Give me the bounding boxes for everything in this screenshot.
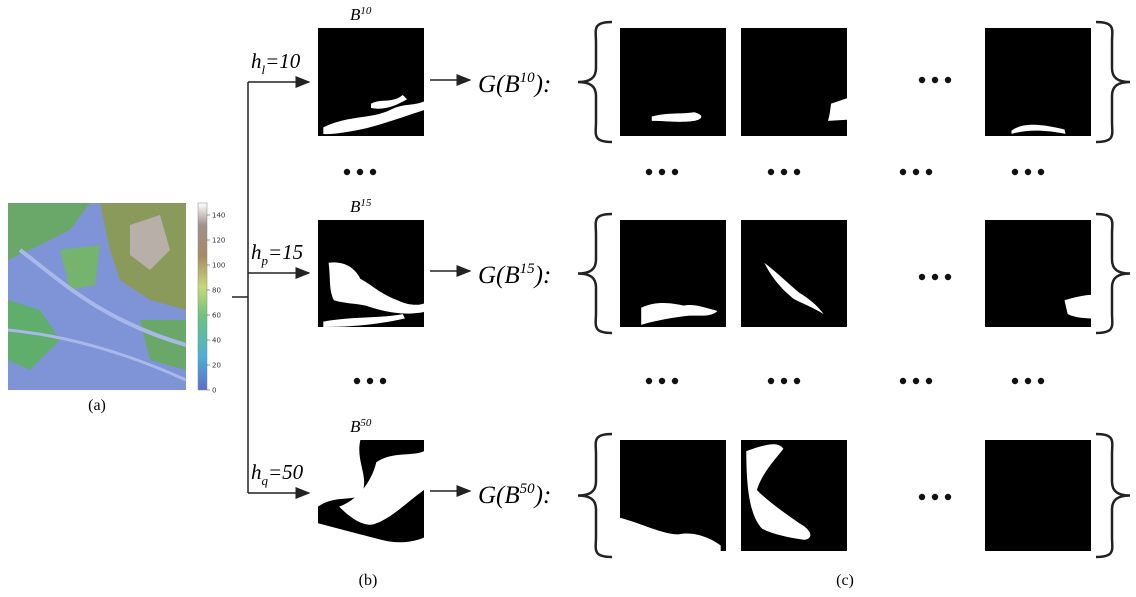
dot — [672, 169, 678, 175]
label-base: G(B — [478, 262, 520, 289]
label-rest: ): — [533, 482, 552, 509]
dot — [768, 169, 774, 175]
label-base: B — [350, 5, 361, 24]
dot — [926, 169, 932, 175]
label-base: B — [350, 417, 361, 436]
binary-image — [741, 220, 847, 327]
colorbar-tick-label: 120 — [212, 237, 225, 245]
dot — [913, 378, 919, 384]
dot — [919, 274, 925, 280]
dot — [900, 169, 906, 175]
dot — [646, 169, 652, 175]
dot — [945, 77, 951, 83]
label-sup: 10 — [520, 70, 536, 86]
label-sup: 50 — [520, 481, 536, 497]
brace — [1096, 434, 1130, 557]
dot — [932, 494, 938, 500]
threshold-value: =50 — [268, 460, 304, 484]
threshold-label: hq=50 — [251, 460, 304, 488]
dot — [357, 169, 363, 175]
label-sup: 15 — [360, 197, 372, 209]
brace — [1096, 22, 1130, 142]
dot — [659, 378, 665, 384]
brace — [1096, 214, 1130, 333]
group-label: G(B10): — [478, 70, 551, 98]
brace — [578, 214, 612, 333]
threshold-var: h — [251, 240, 262, 264]
dot — [900, 378, 906, 384]
label-sup: 15 — [520, 261, 536, 277]
threshold-label: hp=15 — [251, 240, 303, 268]
threshold-value: =15 — [268, 240, 303, 264]
dot — [1012, 378, 1018, 384]
image-label: B15 — [350, 197, 372, 216]
dot — [926, 378, 932, 384]
dot — [945, 274, 951, 280]
label-base: G(B — [478, 71, 520, 98]
dot — [932, 274, 938, 280]
threshold-var: h — [251, 460, 262, 484]
label-base: G(B — [478, 482, 520, 509]
label-rest: ): — [533, 262, 552, 289]
group-label: G(B50): — [478, 481, 551, 509]
colorbar-tick-label: 140 — [212, 212, 225, 220]
colorbar-tick-label: 80 — [212, 287, 221, 295]
colorbar-tick-label: 60 — [212, 312, 221, 320]
label-base: B — [350, 197, 361, 216]
dot — [1038, 378, 1044, 384]
dot — [354, 378, 360, 384]
colorbar-tick-label: 20 — [212, 362, 221, 370]
dot — [367, 378, 373, 384]
binary-image — [985, 440, 1091, 551]
image-label: B50 — [350, 417, 372, 436]
dot — [945, 494, 951, 500]
dot — [370, 169, 376, 175]
threshold-label: hl=10 — [251, 49, 301, 77]
dot — [659, 169, 665, 175]
threshold-var: h — [251, 49, 262, 73]
group-label: G(B15): — [478, 261, 551, 289]
dot — [1038, 169, 1044, 175]
branch — [232, 82, 248, 493]
dot — [913, 169, 919, 175]
dot — [781, 378, 787, 384]
caption-c: (c) — [836, 572, 854, 589]
binary-image — [985, 28, 1091, 136]
dot — [919, 494, 925, 500]
dot — [781, 169, 787, 175]
colorbar-tick-label: 40 — [212, 337, 221, 345]
caption-b: (b) — [359, 572, 378, 589]
dot — [344, 169, 350, 175]
dot — [672, 378, 678, 384]
figure: (a) (b) (c) hl=10B10G(B10):hp=15B15G(B15… — [0, 0, 1136, 597]
label-sup: 10 — [360, 5, 372, 17]
terrain-image — [8, 203, 186, 390]
label-sup: 50 — [360, 417, 372, 429]
dot — [1012, 169, 1018, 175]
dot — [1025, 169, 1031, 175]
dot — [932, 77, 938, 83]
caption-a: (a) — [88, 397, 106, 414]
dot — [380, 378, 386, 384]
colorbar-tick-label: 0 — [212, 387, 216, 395]
brace — [578, 22, 612, 142]
dot — [1025, 378, 1031, 384]
dot — [919, 77, 925, 83]
colorbar-tick-label: 100 — [212, 262, 225, 270]
brace — [578, 434, 612, 557]
dot — [794, 169, 800, 175]
image-label: B10 — [350, 5, 372, 24]
dot — [794, 378, 800, 384]
dot — [768, 378, 774, 384]
colorbar — [198, 203, 207, 390]
label-rest: ): — [533, 71, 552, 98]
dot — [646, 378, 652, 384]
threshold-value: =10 — [265, 49, 301, 73]
